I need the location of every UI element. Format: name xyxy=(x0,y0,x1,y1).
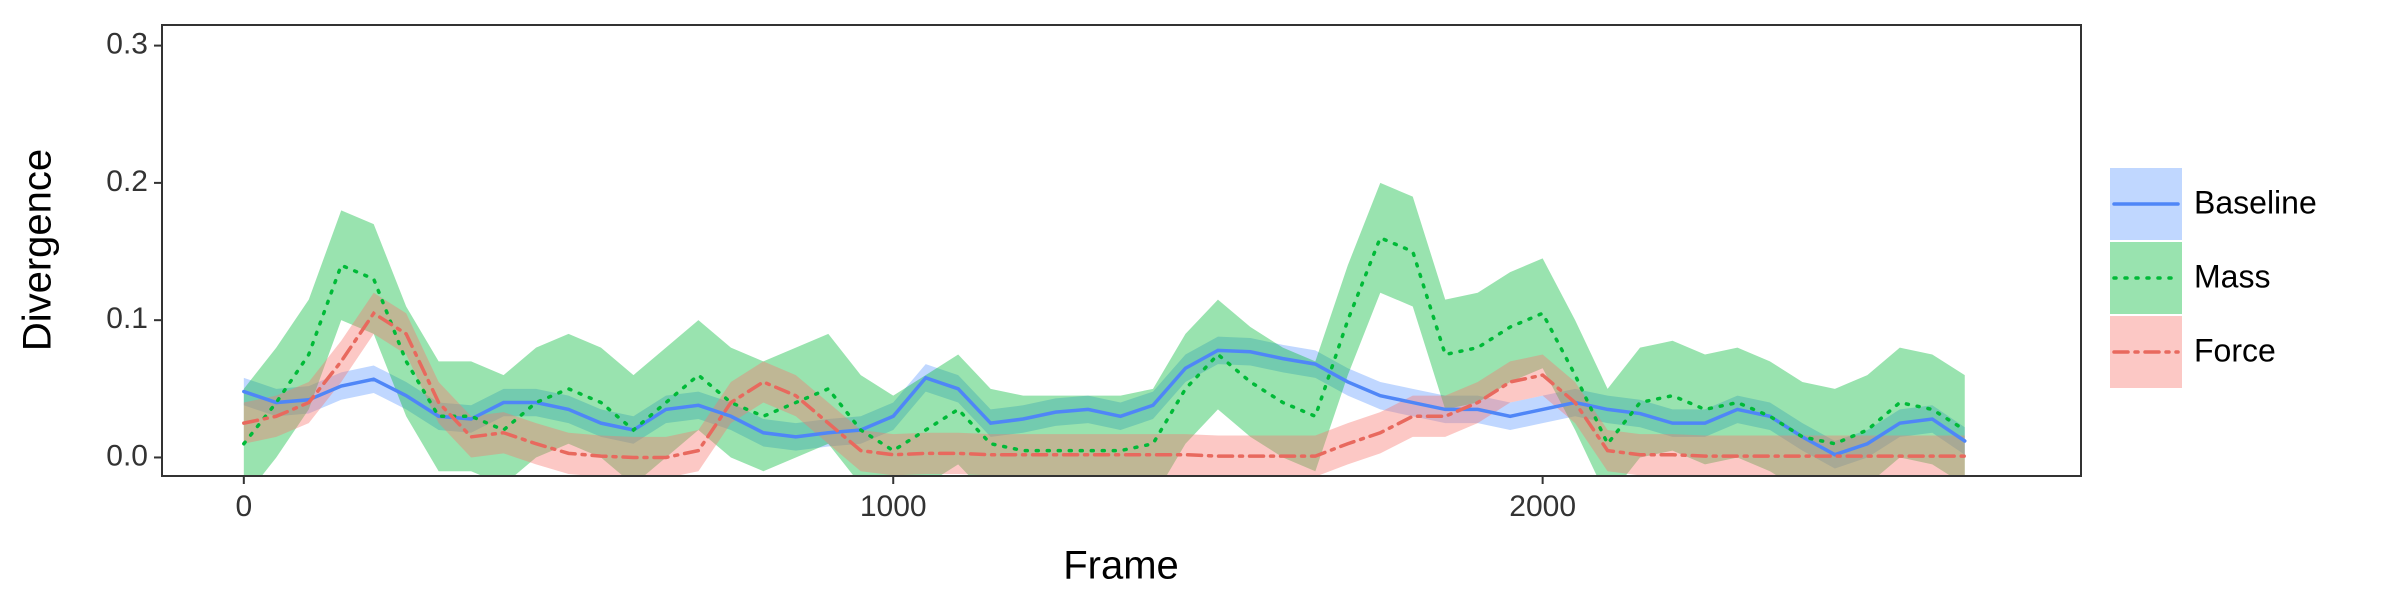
legend-label: Force xyxy=(2194,332,2276,368)
y-tick-label: 0.0 xyxy=(106,439,148,472)
x-tick-label: 0 xyxy=(235,490,252,523)
y-tick-label: 0.1 xyxy=(106,302,148,335)
x-axis-title: Frame xyxy=(1063,544,1179,588)
x-tick-label: 2000 xyxy=(1509,490,1576,523)
series-line xyxy=(242,310,1967,460)
confidence-band xyxy=(243,336,1965,469)
x-tick-label: 1000 xyxy=(860,490,927,523)
legend-label: Mass xyxy=(2194,258,2270,294)
series-line xyxy=(242,235,1967,453)
y-tick-label: 0.2 xyxy=(106,165,148,198)
plot-frame xyxy=(161,24,2082,477)
legend-label: Baseline xyxy=(2194,184,2317,220)
series-line xyxy=(242,348,1967,457)
plot-area xyxy=(242,182,1967,476)
y-tick-label: 0.3 xyxy=(106,28,148,61)
y-axis-title: Divergence xyxy=(16,149,60,351)
confidence-band xyxy=(243,182,1965,476)
